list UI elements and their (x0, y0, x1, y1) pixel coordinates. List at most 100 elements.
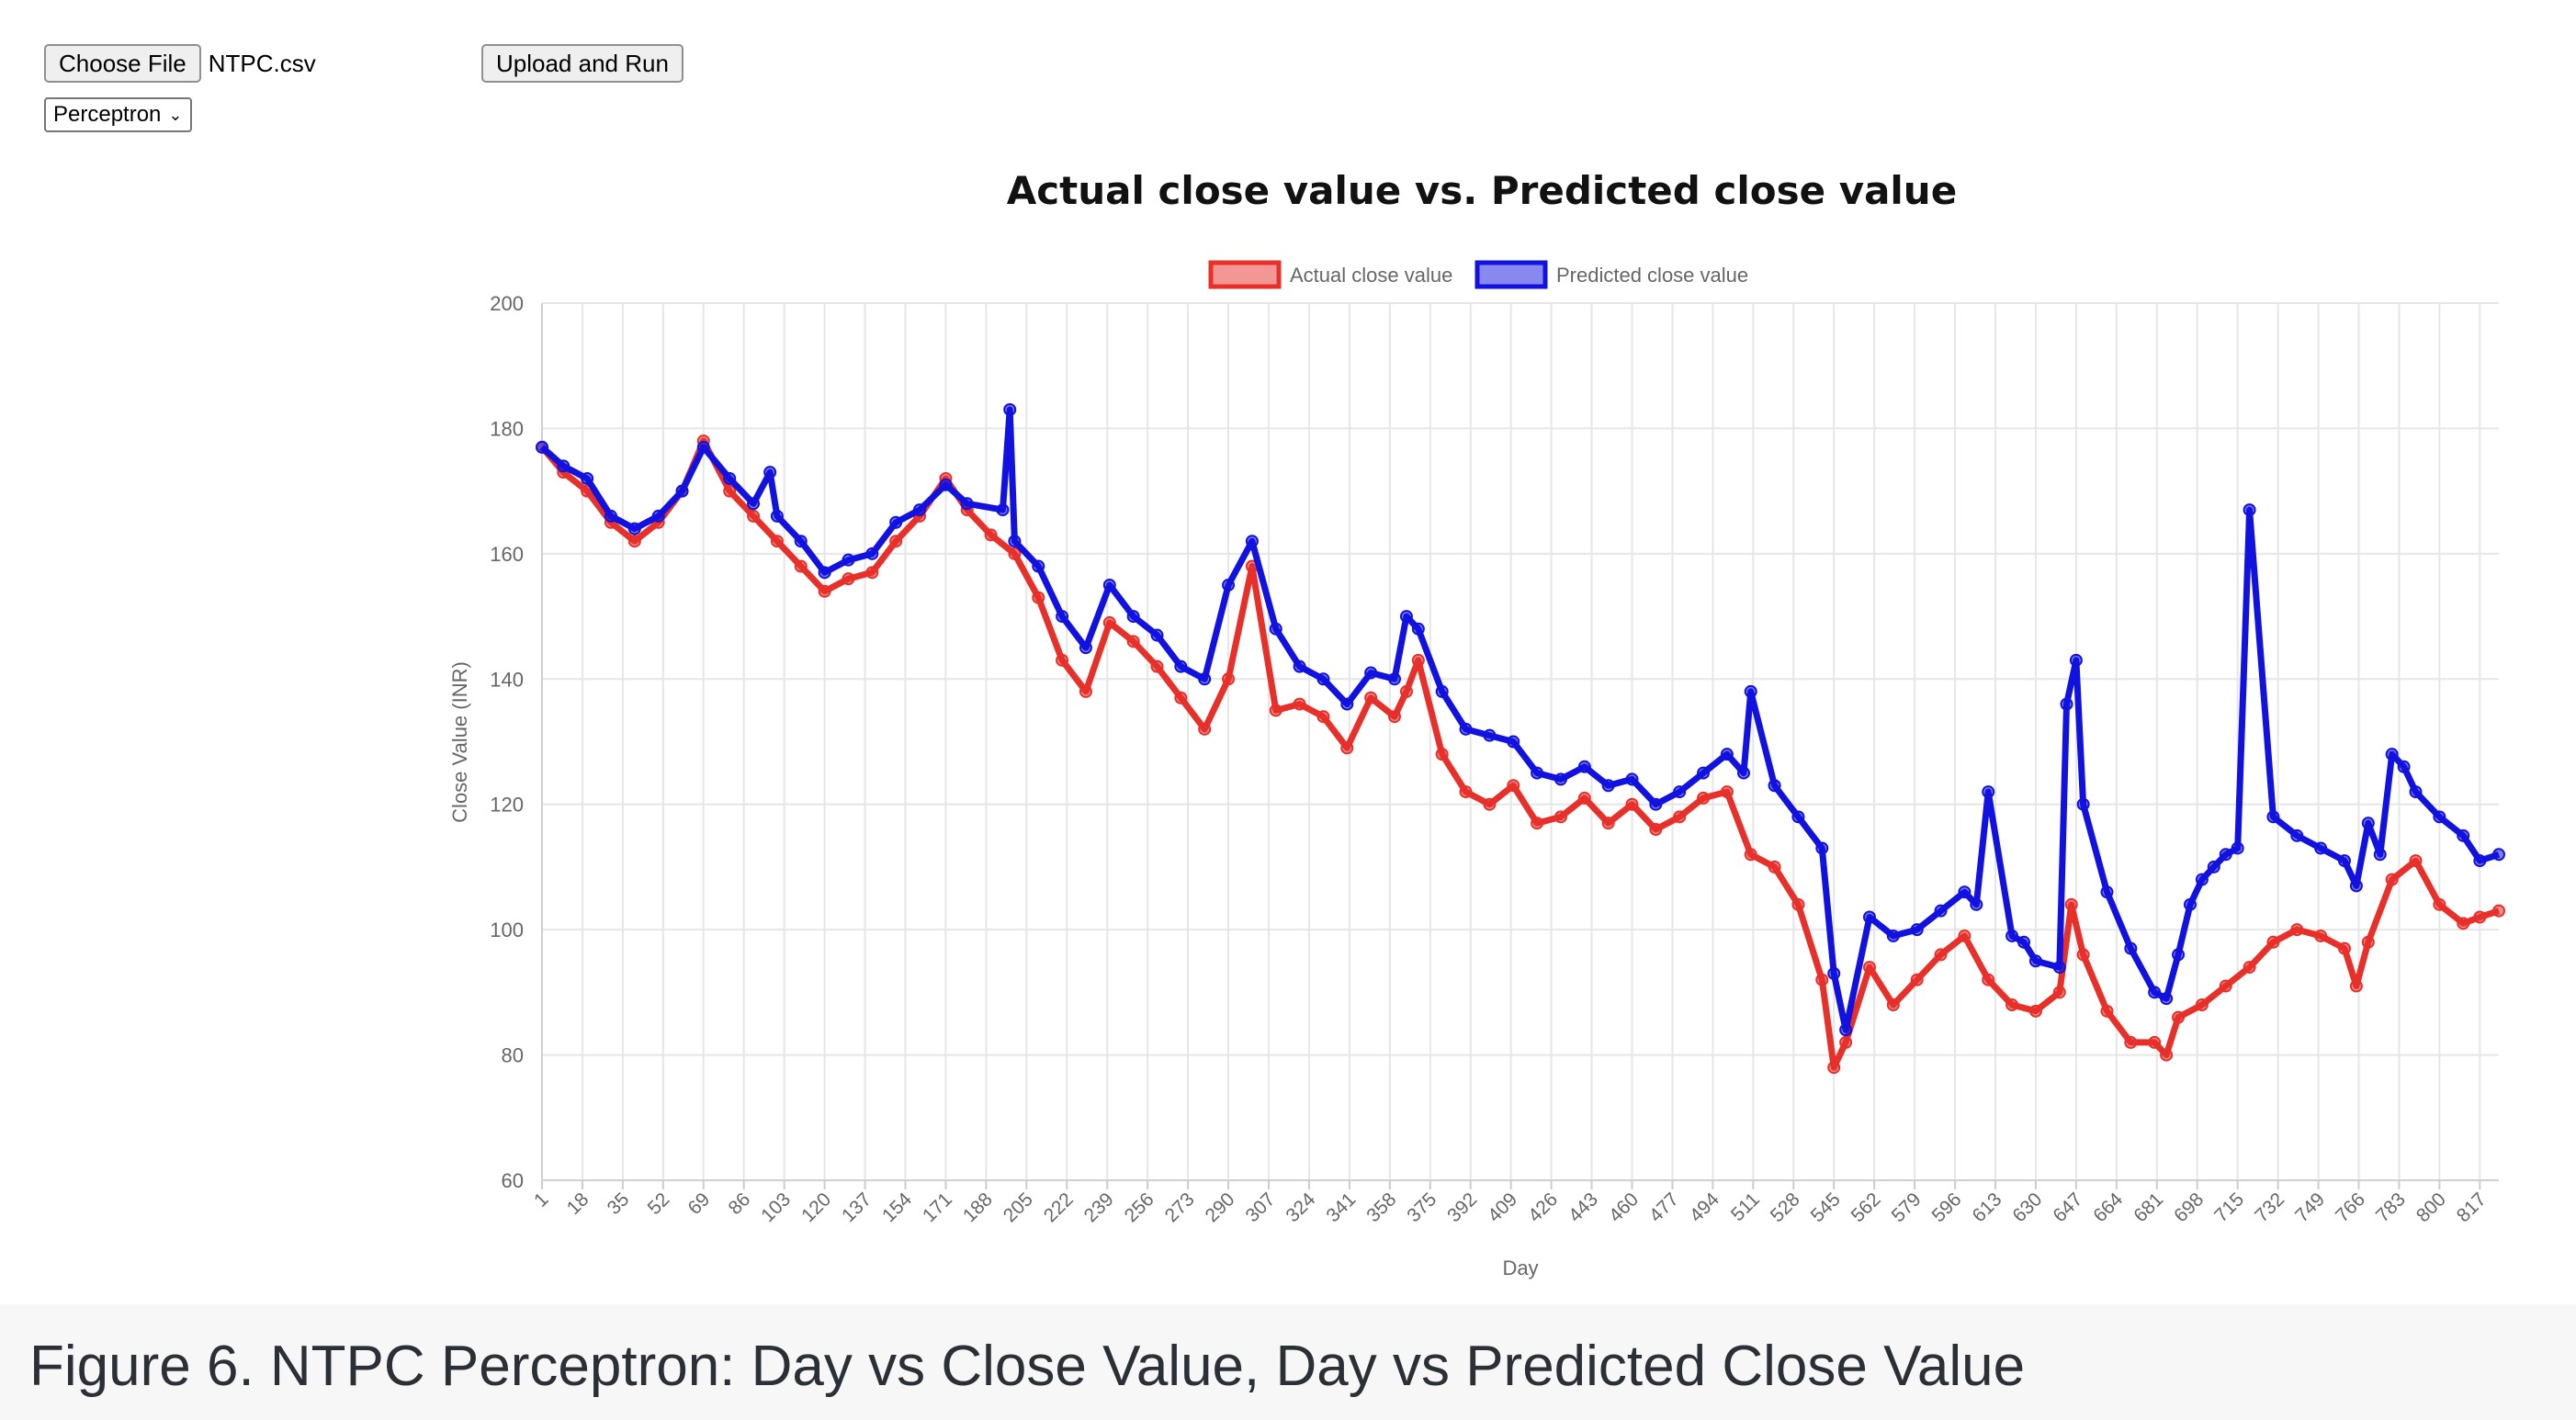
data-point (627, 535, 641, 548)
figure-caption-band (0, 1304, 2576, 1420)
data-point (818, 566, 831, 580)
data-point (2290, 923, 2304, 937)
data-point (2060, 697, 2073, 711)
legend-label[interactable]: Actual close value (1290, 264, 1452, 287)
data-point (1507, 779, 1520, 793)
data-point (2100, 885, 2114, 899)
x-tick-label: 477 (1645, 1189, 1683, 1226)
x-tick-label: 307 (1241, 1189, 1279, 1226)
y-axis-label: Close Value (INR) (448, 661, 471, 823)
data-point (747, 509, 761, 523)
data-point (2017, 935, 2031, 949)
x-tick-label: 664 (2089, 1189, 2127, 1226)
data-point (818, 584, 831, 598)
data-point (2195, 998, 2209, 1011)
data-point (1174, 691, 1188, 704)
data-point (1364, 691, 1378, 704)
chart-title: Actual close value vs. Predicted close v… (1007, 168, 1957, 213)
x-tick-label: 511 (1727, 1189, 1764, 1225)
data-point (2473, 910, 2487, 924)
legend-swatch[interactable] (1474, 260, 1548, 289)
data-point (939, 478, 953, 491)
data-point (1198, 722, 1212, 736)
data-point (2052, 961, 2066, 975)
data-point (842, 572, 855, 586)
series-predicted (536, 402, 2505, 1037)
data-point (2028, 1004, 2042, 1018)
data-point (1577, 791, 1591, 805)
x-tick-label: 52 (644, 1189, 674, 1219)
data-point (865, 547, 879, 560)
data-point (1601, 779, 1615, 793)
y-tick-label: 60 (502, 1169, 524, 1192)
data-point (1364, 666, 1378, 680)
data-point (1399, 610, 1413, 624)
x-tick-label: 154 (878, 1189, 916, 1226)
x-tick-label: 579 (1888, 1189, 1926, 1226)
data-point (557, 459, 571, 473)
data-point (1768, 860, 1781, 873)
data-point (1293, 697, 1306, 711)
data-point (1531, 766, 1544, 780)
data-point (1815, 841, 1829, 855)
data-point (627, 522, 641, 535)
y-tick-label: 80 (502, 1044, 524, 1067)
data-point (1910, 973, 1924, 986)
data-point (2409, 785, 2423, 799)
data-point (2473, 854, 2487, 868)
x-tick-label: 681 (2130, 1189, 2167, 1226)
legend-label[interactable]: Predicted close value (1556, 264, 1748, 287)
data-point (1886, 998, 1900, 1011)
data-point (1827, 1061, 1841, 1075)
x-tick-label: 222 (1040, 1189, 1078, 1226)
x-tick-label: 171 (919, 1189, 956, 1226)
data-point (1459, 785, 1473, 799)
x-tick-label: 392 (1443, 1189, 1481, 1226)
legend-swatch[interactable] (1208, 260, 1282, 289)
chart-legend: Actual close value Predicted close value (1208, 260, 1748, 289)
data-point (1032, 591, 1045, 604)
choose-file-button[interactable]: Choose File (44, 44, 201, 83)
data-point (1827, 966, 1841, 980)
x-tick-label: 460 (1605, 1189, 1643, 1226)
file-picker: Choose File NTPC.csv (44, 44, 316, 83)
data-point (2409, 854, 2423, 868)
data-point (2005, 929, 2019, 942)
data-point (1625, 797, 1639, 811)
data-point (1316, 710, 1330, 724)
data-point (2314, 929, 2328, 942)
data-point (2064, 897, 2078, 911)
data-point (2433, 810, 2446, 824)
data-point (2361, 935, 2375, 949)
data-point (581, 472, 594, 485)
data-point (763, 466, 777, 479)
data-point (2349, 879, 2363, 893)
data-point (2433, 897, 2446, 911)
data-point (2124, 941, 2138, 955)
x-tick-label: 732 (2251, 1189, 2288, 1226)
data-point (1507, 735, 1520, 749)
data-point (1387, 710, 1401, 724)
data-point (2195, 873, 2209, 886)
model-select[interactable]: Perceptron ⌄ (44, 97, 192, 132)
x-tick-label: 290 (1202, 1189, 1239, 1226)
data-point (770, 535, 784, 548)
x-tick-label: 103 (757, 1189, 795, 1226)
data-point (1697, 766, 1711, 780)
x-tick-label: 273 (1161, 1189, 1199, 1226)
figure-caption: Figure 6. NTPC Perceptron: Day vs Close … (29, 1335, 2026, 1398)
data-point (2076, 797, 2090, 811)
chart-series (536, 402, 2505, 1075)
x-tick-label: 35 (604, 1189, 634, 1219)
upload-and-run-button[interactable]: Upload and Run (481, 44, 684, 83)
data-point (2124, 1035, 2138, 1049)
data-point (1862, 961, 1876, 975)
data-point (1269, 704, 1282, 717)
data-point (2385, 873, 2399, 886)
data-point (1150, 659, 1164, 673)
x-tick-label: 358 (1362, 1189, 1400, 1226)
x-tick-label: 86 (724, 1189, 754, 1219)
data-point (2148, 1035, 2162, 1049)
data-point (2492, 904, 2505, 918)
